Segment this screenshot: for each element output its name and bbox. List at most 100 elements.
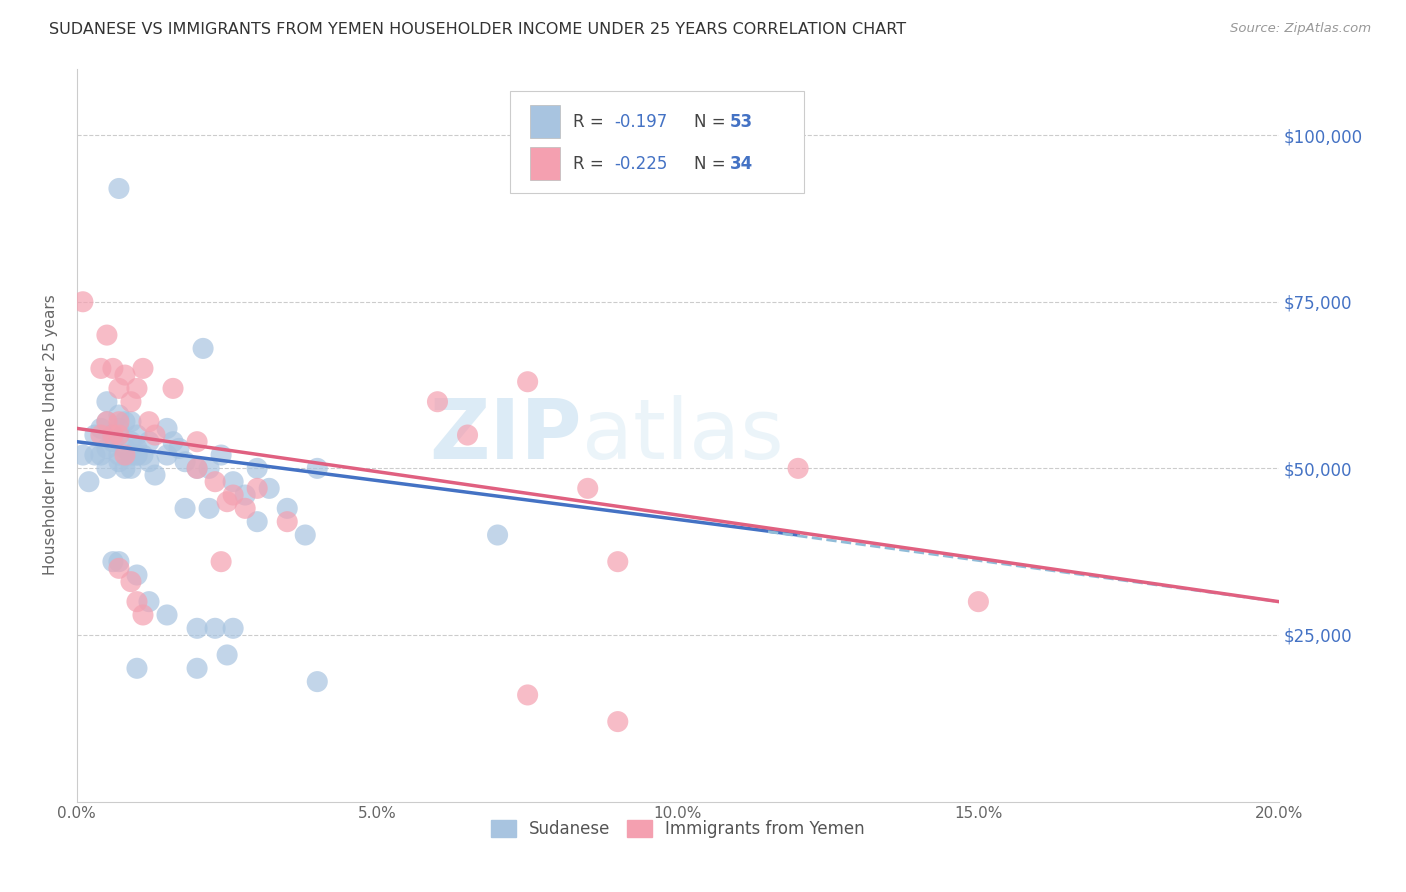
Point [162,381,184,395]
Bar [530,105,560,138]
Point [114,368,136,382]
Legend: Sudanese, Immigrants from Yemen: Sudanese, Immigrants from Yemen [484,813,872,845]
Point [457,428,479,442]
Point [606,714,628,729]
Point [120,461,142,475]
Point [108,428,131,442]
Point [209,555,232,569]
Point [606,555,628,569]
Point [132,448,155,462]
Point [307,461,329,475]
Point [138,594,160,608]
Point [72,294,94,309]
Point [108,555,131,569]
Point [246,481,269,495]
Text: SUDANESE VS IMMIGRANTS FROM YEMEN HOUSEHOLDER INCOME UNDER 25 YEARS CORRELATION : SUDANESE VS IMMIGRANTS FROM YEMEN HOUSEH… [49,22,907,37]
Point [108,415,131,429]
Point [156,607,179,622]
Point [125,442,148,456]
Y-axis label: Householder Income Under 25 years: Householder Income Under 25 years [44,294,58,575]
Point [246,461,269,475]
Point [204,621,226,635]
Point [114,461,136,475]
Point [114,448,136,462]
Point [222,621,245,635]
Point [138,415,160,429]
Text: 34: 34 [730,155,752,173]
Point [108,455,131,469]
Point [516,375,538,389]
Point [156,421,179,435]
Point [90,428,112,442]
Point [96,442,118,456]
Point [217,648,239,662]
Point [77,475,100,489]
Point [101,428,124,442]
Point [101,428,124,442]
Point [120,394,142,409]
Point [233,501,256,516]
Point [186,661,208,675]
Point [307,674,329,689]
Point [186,461,208,475]
Point [114,415,136,429]
Point [108,408,131,422]
Point [246,515,269,529]
Point [257,481,280,495]
Point [125,568,148,582]
Bar [530,147,560,180]
Point [125,448,148,462]
Point [156,448,179,462]
Point [233,488,256,502]
Point [222,488,245,502]
Point [186,621,208,635]
Point [125,594,148,608]
Text: R =: R = [574,155,609,173]
Point [276,501,298,516]
Point [576,481,599,495]
Point [120,434,142,449]
Point [143,428,166,442]
Point [108,448,131,462]
Point [120,448,142,462]
Point [132,361,155,376]
Point [96,461,118,475]
Point [204,475,226,489]
Point [125,381,148,395]
Point [125,661,148,675]
Text: N =: N = [693,113,730,131]
Point [120,574,142,589]
Point [90,361,112,376]
Point [162,434,184,449]
Point [209,448,232,462]
Text: -0.197: -0.197 [614,113,668,131]
Point [108,181,131,195]
FancyBboxPatch shape [509,90,804,194]
Point [108,381,131,395]
Point [167,442,190,456]
Text: Source: ZipAtlas.com: Source: ZipAtlas.com [1230,22,1371,36]
Point [101,428,124,442]
Point [90,448,112,462]
Point [108,561,131,575]
Point [486,528,509,542]
Point [138,434,160,449]
Text: 53: 53 [730,113,752,131]
Point [125,428,148,442]
Point [120,415,142,429]
Point [72,448,94,462]
Point [174,501,197,516]
Point [83,448,105,462]
Text: -0.225: -0.225 [614,155,668,173]
Point [96,394,118,409]
Point [114,442,136,456]
Text: N =: N = [693,155,730,173]
Point [90,421,112,435]
Text: R =: R = [574,113,609,131]
Point [83,428,105,442]
Point [198,461,221,475]
Point [101,361,124,376]
Point [294,528,316,542]
Point [132,607,155,622]
Point [426,394,449,409]
